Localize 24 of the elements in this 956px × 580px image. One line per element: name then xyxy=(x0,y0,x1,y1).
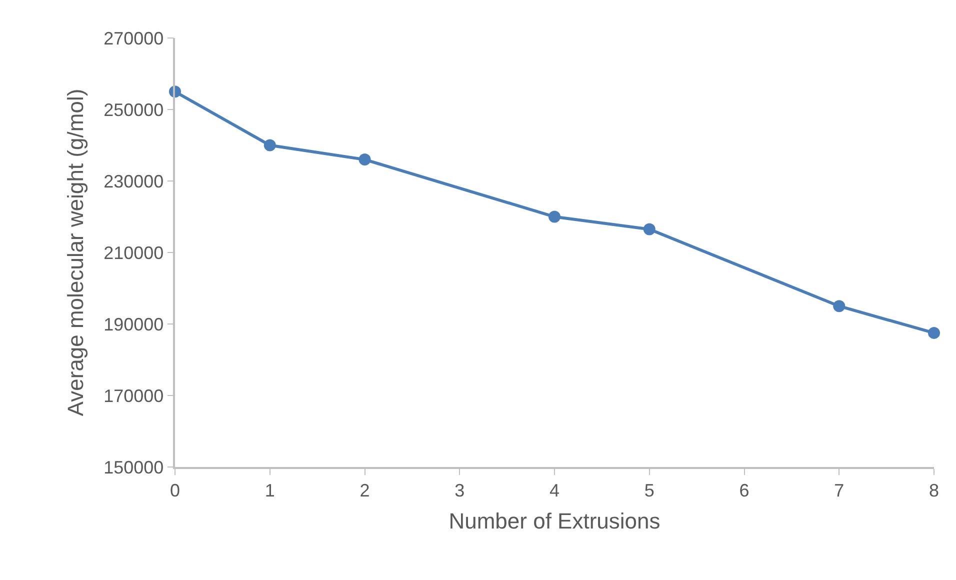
y-tick-label: 170000 xyxy=(104,386,164,406)
point xyxy=(928,326,940,339)
point xyxy=(358,154,371,166)
y-tick-label: 270000 xyxy=(104,28,164,48)
y-tick-label: 250000 xyxy=(104,100,164,120)
point xyxy=(264,139,276,152)
x-tick-label: 8 xyxy=(928,480,940,500)
y-tick-label: 190000 xyxy=(104,314,164,334)
x-tick-label: 4 xyxy=(549,480,560,500)
x-tick-label: 6 xyxy=(739,480,750,500)
x-tick-label: 2 xyxy=(360,480,370,500)
point xyxy=(548,210,560,223)
point xyxy=(833,300,846,312)
point xyxy=(643,223,656,236)
y-tick-label: 230000 xyxy=(104,171,164,192)
x-tick-label: 3 xyxy=(454,480,465,500)
x-tick-label: 0 xyxy=(170,480,180,500)
y-tick-label: 210000 xyxy=(104,242,164,263)
y-axis-title: Average molecular weight (g/mol) xyxy=(62,88,88,416)
x-tick-label: 5 xyxy=(644,480,654,500)
x-axis-title: Number of Extrusions xyxy=(448,508,660,534)
x-tick-label: 1 xyxy=(264,480,275,500)
y-tick-label: 150000 xyxy=(104,457,164,478)
x-tick-label: 7 xyxy=(834,480,844,500)
